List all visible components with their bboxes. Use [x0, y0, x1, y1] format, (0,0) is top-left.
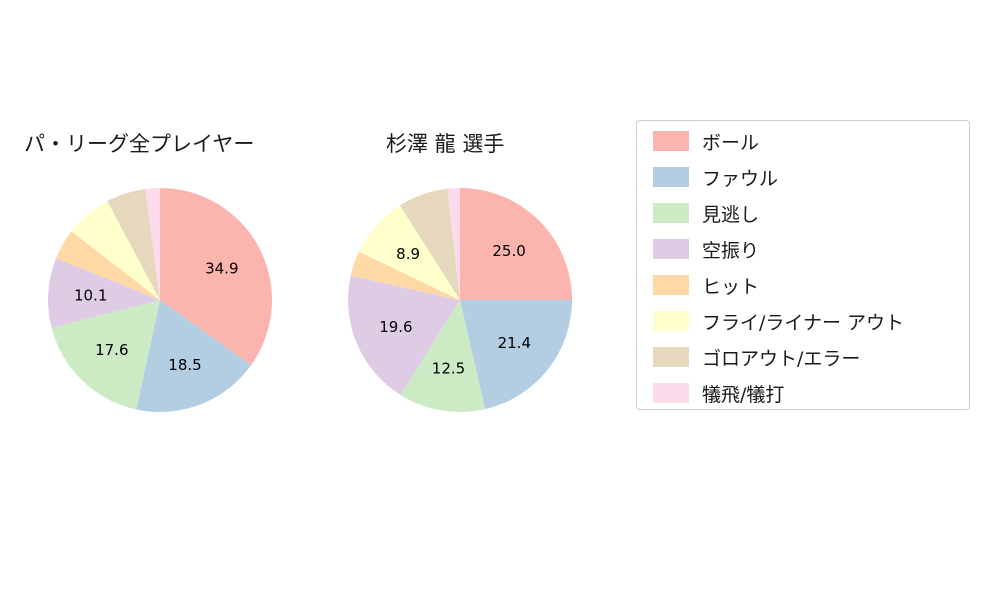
pie-percent-label: 18.5	[168, 356, 201, 374]
pie-title-player: 杉澤 龍 選手	[386, 132, 505, 156]
legend-item: 犠飛/犠打	[653, 375, 969, 411]
pie-slice	[350, 251, 460, 300]
legend-swatch	[653, 311, 689, 331]
legend: ボールファウル見逃し空振りヒットフライ/ライナー アウト ゴロアウト/エラー 犠飛/…	[636, 120, 970, 410]
pie-percent-label: 25.0	[492, 242, 525, 260]
pie-slice	[460, 188, 572, 300]
legend-label: ゴロアウト/エラー	[702, 347, 861, 370]
pie-percent-label: 12.5	[432, 360, 465, 378]
legend-item: フライ/ライナー アウト	[653, 303, 969, 339]
legend-label: ファウル	[702, 167, 779, 190]
legend-swatch	[653, 275, 689, 295]
legend-swatch	[653, 383, 689, 403]
pie-slice	[399, 188, 460, 300]
pie-slice	[48, 258, 160, 328]
pie-percent-label: 8.9	[396, 245, 420, 263]
pie-title-pa-league: パ・リーグ全プレイヤー	[24, 132, 255, 156]
pie-percent-label: 10.1	[74, 286, 107, 304]
pie-slice	[358, 205, 460, 300]
pie-slice	[56, 231, 160, 300]
pie-slice	[51, 300, 160, 410]
legend-item: ヒット	[653, 267, 969, 303]
legend-label: ヒット	[702, 275, 760, 298]
legend-swatch	[653, 131, 689, 151]
pie-slice	[400, 300, 486, 413]
pie-percent-label: 17.6	[95, 341, 128, 359]
pie-slice	[145, 188, 160, 300]
pie-slice	[447, 188, 460, 300]
pie-chart-player: 25.0 21.4 12.5 19.6 8.9	[348, 188, 572, 413]
pie-percent-label: 34.9	[205, 259, 238, 277]
legend-label: ボール	[702, 131, 760, 154]
legend-label: フライ/ライナー アウト	[702, 311, 905, 334]
legend-item: 見逃し	[653, 195, 969, 231]
pie-slice	[107, 188, 160, 300]
pie-slice	[71, 201, 160, 300]
pie-slice	[136, 300, 252, 412]
legend-label: 見逃し	[702, 203, 760, 226]
legend-item: ファウル	[653, 159, 969, 195]
pie-slice	[348, 275, 460, 395]
legend-swatch	[653, 347, 689, 367]
legend-swatch	[653, 167, 689, 187]
pie-percent-label: 19.6	[379, 318, 412, 336]
pie-slice	[160, 188, 272, 366]
legend-swatch	[653, 203, 689, 223]
pie-slice	[460, 300, 572, 410]
pie-chart-pa-league: 34.9 18.5 17.6 10.1	[48, 188, 272, 412]
pie-percent-label: 21.4	[498, 334, 531, 352]
legend-swatch	[653, 239, 689, 259]
legend-item: 空振り	[653, 231, 969, 267]
legend-label: 犠飛/犠打	[702, 383, 785, 406]
legend-item: ボール	[653, 123, 969, 159]
legend-item: ゴロアウト/エラー	[653, 339, 969, 375]
legend-label: 空振り	[702, 239, 760, 262]
